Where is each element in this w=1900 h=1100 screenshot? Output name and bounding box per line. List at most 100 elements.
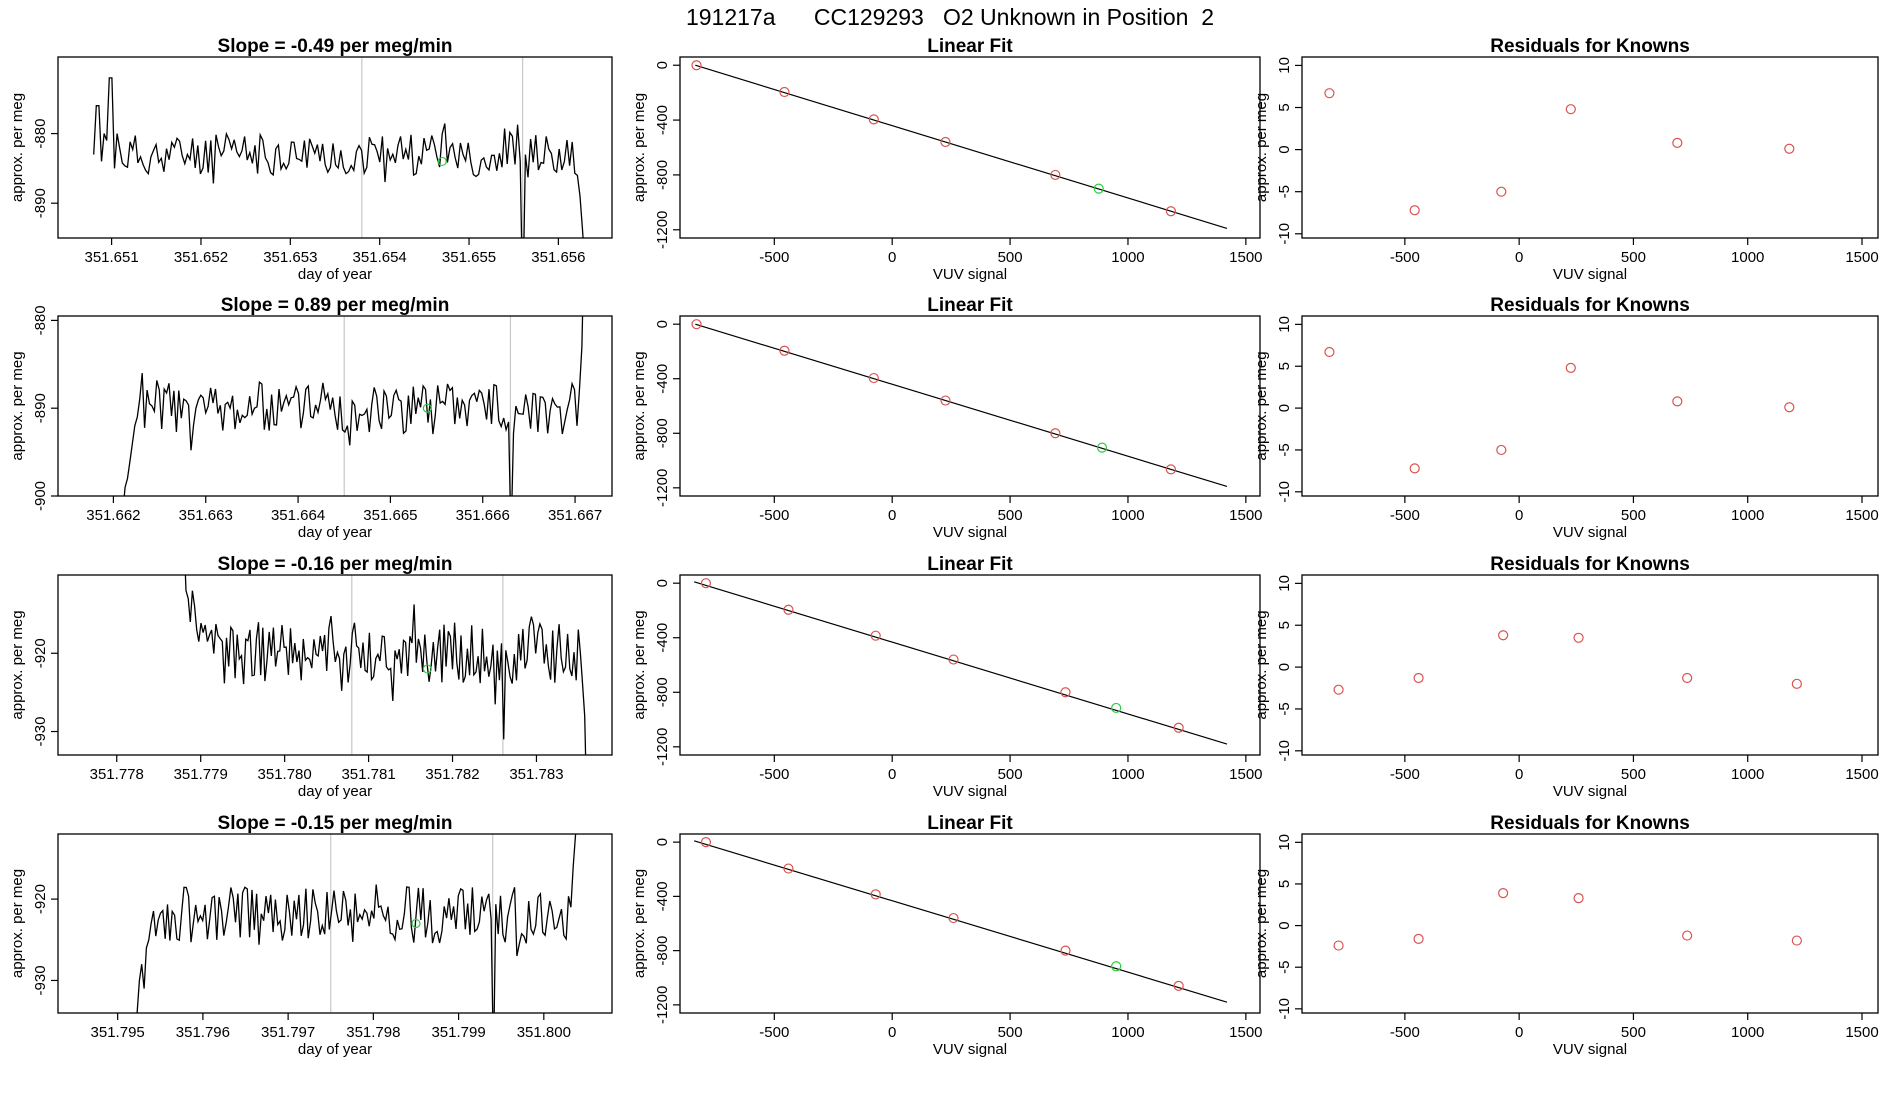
- known-point: [1682, 672, 1693, 684]
- plot-frame: [1301, 56, 1879, 239]
- x-tick-label: 1000: [1731, 249, 1764, 266]
- plot-frame: [1301, 833, 1879, 1014]
- plot-frame: [57, 56, 613, 239]
- y-tick-label: -800: [654, 418, 671, 448]
- y-axis-label: approx. per meg: [1253, 869, 1270, 978]
- plot-area: [693, 837, 1228, 1003]
- y-tick-label: -900: [32, 481, 49, 511]
- x-axis-label: VUV signal: [933, 1041, 1007, 1058]
- data-trace: [136, 834, 577, 1013]
- x-tick-label: 1000: [1731, 1024, 1764, 1041]
- x-tick-label: 1000: [1731, 507, 1764, 524]
- known-point: [1060, 945, 1071, 956]
- panel-residuals-4: Residuals for Knowns -500 0 500 1000 1500 -10 -…: [1253, 813, 1879, 1058]
- known-point: [1498, 630, 1509, 641]
- y-axis-label: approx. per meg: [1253, 93, 1270, 202]
- y-tick-label: -1200: [654, 986, 671, 1024]
- y-tick-label: 5: [1276, 362, 1293, 370]
- unknown-point: [1093, 183, 1104, 194]
- y-tick-label: 10: [1276, 57, 1293, 74]
- known-point: [1324, 346, 1335, 358]
- x-tick-label: 1500: [1845, 766, 1878, 783]
- plot-frame: [679, 833, 1261, 1014]
- x-tick-label: 1500: [1229, 249, 1262, 266]
- x-tick-label: 351.656: [531, 249, 585, 266]
- panel-title: Residuals for Knowns: [1490, 36, 1690, 57]
- unknown-point: [1096, 442, 1108, 453]
- known-point: [700, 578, 712, 589]
- x-axis-label: VUV signal: [933, 524, 1007, 541]
- x-tick-label: 500: [998, 1024, 1023, 1041]
- panel-title: Linear Fit: [927, 295, 1013, 316]
- known-point: [1173, 980, 1184, 991]
- x-tick-label: 500: [998, 766, 1023, 783]
- x-tick-label: 500: [1621, 1024, 1646, 1041]
- plot-frame: [57, 315, 613, 497]
- y-tick-label: -800: [654, 160, 671, 190]
- known-point: [1565, 362, 1576, 374]
- y-tick-label: -400: [654, 623, 671, 653]
- known-point: [1498, 888, 1509, 899]
- y-axis-label: approx. per meg: [631, 93, 648, 202]
- plot-frame: [679, 315, 1261, 497]
- known-point: [1333, 684, 1344, 695]
- y-tick-label: -890: [32, 188, 49, 218]
- known-point: [1496, 186, 1507, 197]
- known-point: [783, 863, 794, 874]
- panel-title: Residuals for Knowns: [1490, 295, 1690, 316]
- known-point: [1165, 206, 1176, 217]
- y-axis-label: approx. per meg: [1253, 610, 1270, 719]
- y-tick-label: -930: [32, 965, 49, 995]
- y-tick-label: -400: [654, 364, 671, 394]
- y-axis-label: approx. per meg: [9, 869, 26, 978]
- fit-line: [693, 840, 1228, 1003]
- fit-line: [695, 323, 1228, 488]
- panel-title: Slope = -0.16 per meg/min: [218, 554, 453, 575]
- y-tick-label: 10: [1276, 316, 1293, 333]
- x-tick-label: 351.666: [456, 507, 510, 524]
- y-tick-label: -1200: [654, 469, 671, 507]
- known-point: [779, 345, 790, 356]
- unknown-point: [1111, 961, 1122, 972]
- y-tick-label: 5: [1276, 103, 1293, 111]
- panel-timeseries-1: Slope = -0.49 per meg/min 351.651 351.652 3…: [9, 36, 613, 283]
- y-tick-label: -10: [1276, 998, 1293, 1020]
- known-point: [779, 86, 790, 98]
- x-axis-label: VUV signal: [1553, 783, 1627, 800]
- panel-title: Slope = -0.49 per meg/min: [218, 36, 453, 57]
- known-point: [1060, 687, 1071, 698]
- y-tick-label: -5: [1276, 185, 1293, 198]
- plot-area: [136, 834, 577, 1013]
- known-point: [691, 319, 702, 330]
- x-tick-label: -500: [759, 249, 789, 266]
- known-point: [1409, 463, 1420, 474]
- panel-timeseries-2: Slope = 0.89 per meg/min 351.662 351.663 35…: [9, 295, 613, 541]
- fit-line: [693, 581, 1228, 745]
- x-axis-label: VUV signal: [1553, 524, 1627, 541]
- x-axis-label: day of year: [298, 266, 372, 283]
- panel-linear-fit-2: Linear Fit -500 0 500 1000 1500 0 -400 -800 -1200…: [631, 295, 1263, 541]
- known-point: [1573, 632, 1584, 643]
- x-tick-label: 351.655: [442, 249, 496, 266]
- x-tick-label: 351.798: [346, 1024, 400, 1041]
- y-tick-label: -920: [32, 638, 49, 668]
- y-axis-label: approx. per meg: [1253, 351, 1270, 460]
- data-trace: [93, 77, 584, 238]
- known-point: [1333, 940, 1344, 951]
- x-tick-label: 1500: [1229, 1024, 1262, 1041]
- y-axis-label: approx. per meg: [631, 351, 648, 460]
- x-tick-label: 351.779: [174, 766, 228, 783]
- y-tick-label: -400: [654, 881, 671, 911]
- panel-title: Slope = -0.15 per meg/min: [218, 813, 453, 834]
- panel-residuals-1: Residuals for Knowns -500 0 500 1000 1500 -10 -…: [1253, 36, 1879, 283]
- x-tick-label: 500: [998, 507, 1023, 524]
- y-tick-label: -1200: [654, 728, 671, 766]
- plot-area: [691, 319, 1228, 488]
- x-axis-label: VUV signal: [1553, 266, 1627, 283]
- known-point: [1682, 930, 1693, 941]
- plot-area: [691, 60, 1228, 229]
- known-point: [1784, 143, 1795, 154]
- unknown-point: [411, 918, 421, 929]
- y-tick-label: 0: [1276, 404, 1293, 412]
- y-tick-label: 0: [654, 320, 671, 328]
